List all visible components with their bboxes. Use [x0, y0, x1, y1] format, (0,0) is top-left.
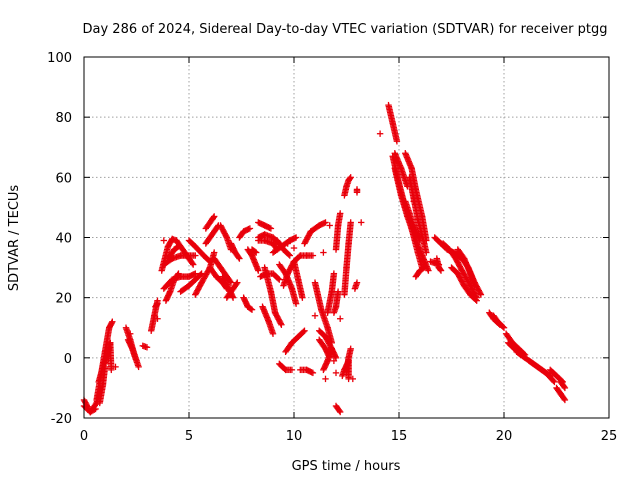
data-point	[425, 267, 432, 274]
data-point	[251, 248, 259, 255]
data-point	[227, 279, 235, 286]
data-point	[353, 279, 361, 286]
data-point	[330, 309, 338, 316]
data-point	[210, 214, 217, 221]
data-point	[253, 249, 260, 256]
data-point	[346, 175, 354, 182]
data-point	[235, 254, 242, 261]
x-tick-label: 10	[286, 429, 303, 444]
y-tick-label: 20	[55, 292, 72, 307]
data-point	[175, 270, 182, 277]
data-point	[347, 174, 354, 181]
x-tick-label: 0	[80, 429, 88, 444]
y-tick-label: 100	[47, 51, 72, 66]
x-axis-label: GPS time / hours	[292, 459, 401, 474]
data-point	[211, 249, 218, 256]
y-tick-label: 0	[64, 352, 72, 367]
data-point	[286, 252, 293, 259]
data-point	[347, 345, 354, 353]
data-point	[477, 290, 484, 297]
data-point	[135, 363, 142, 371]
x-tick-label: 25	[601, 429, 618, 444]
data-point	[300, 328, 307, 335]
y-tick-label: -20	[51, 412, 72, 427]
data-point	[437, 266, 444, 273]
data-point	[143, 344, 151, 351]
data-point	[275, 275, 282, 282]
data-point	[471, 282, 478, 289]
x-tick-label: 15	[391, 429, 408, 444]
data-point	[292, 300, 300, 307]
data-point	[336, 407, 343, 414]
data-point	[292, 234, 300, 241]
data-point	[236, 255, 243, 262]
data-point	[234, 279, 241, 286]
data-point	[299, 294, 306, 301]
data-point	[421, 264, 428, 271]
data-point	[309, 252, 317, 259]
data-point	[416, 237, 424, 244]
data-point	[189, 260, 196, 267]
data-point	[337, 408, 344, 416]
data-point	[248, 306, 256, 313]
data-point	[500, 324, 508, 331]
data-point	[269, 330, 277, 337]
data-point	[133, 357, 140, 365]
data-point	[301, 327, 308, 334]
data-point	[190, 261, 197, 268]
data-points	[80, 101, 569, 416]
x-tick-label: 5	[185, 429, 193, 444]
data-point	[477, 291, 485, 298]
data-point	[192, 270, 199, 277]
data-point	[211, 213, 218, 220]
data-point	[152, 303, 159, 310]
y-tick-label: 40	[55, 232, 72, 247]
y-axis-label: SDTVAR / TECUs	[7, 185, 22, 292]
data-point	[229, 294, 237, 301]
data-point	[91, 406, 98, 413]
data-point	[197, 271, 204, 278]
data-point	[278, 321, 285, 328]
data-point	[109, 318, 116, 325]
data-point	[198, 270, 205, 277]
data-point	[246, 225, 254, 232]
data-point	[472, 296, 479, 303]
data-point	[285, 251, 292, 258]
data-point	[174, 244, 181, 251]
data-point	[473, 297, 480, 304]
data-point	[92, 405, 99, 413]
data-point	[267, 225, 275, 232]
data-point	[288, 366, 296, 374]
data-point	[174, 271, 181, 279]
data-point	[423, 249, 430, 256]
data-point	[108, 366, 115, 374]
data-point	[152, 302, 160, 309]
data-point	[192, 252, 199, 259]
y-tick-label: 60	[55, 171, 72, 186]
data-point	[393, 138, 401, 145]
data-point	[309, 369, 317, 377]
y-tick-label: 80	[55, 111, 72, 126]
data-point	[330, 270, 338, 277]
data-point	[328, 345, 335, 353]
data-point	[247, 305, 255, 313]
data-point	[276, 276, 283, 283]
data-point	[277, 320, 284, 327]
x-tick-label: 20	[496, 429, 513, 444]
data-point	[175, 243, 182, 250]
data-point	[222, 232, 230, 240]
data-point	[337, 210, 344, 217]
data-point	[233, 280, 240, 288]
data-point	[322, 219, 329, 226]
data-point	[499, 323, 507, 330]
data-point	[419, 265, 427, 272]
data-point	[437, 267, 445, 274]
data-point	[255, 267, 262, 274]
chart-title: Day 286 of 2024, Sidereal Day-to-day VTE…	[83, 22, 608, 37]
data-point	[347, 219, 354, 226]
